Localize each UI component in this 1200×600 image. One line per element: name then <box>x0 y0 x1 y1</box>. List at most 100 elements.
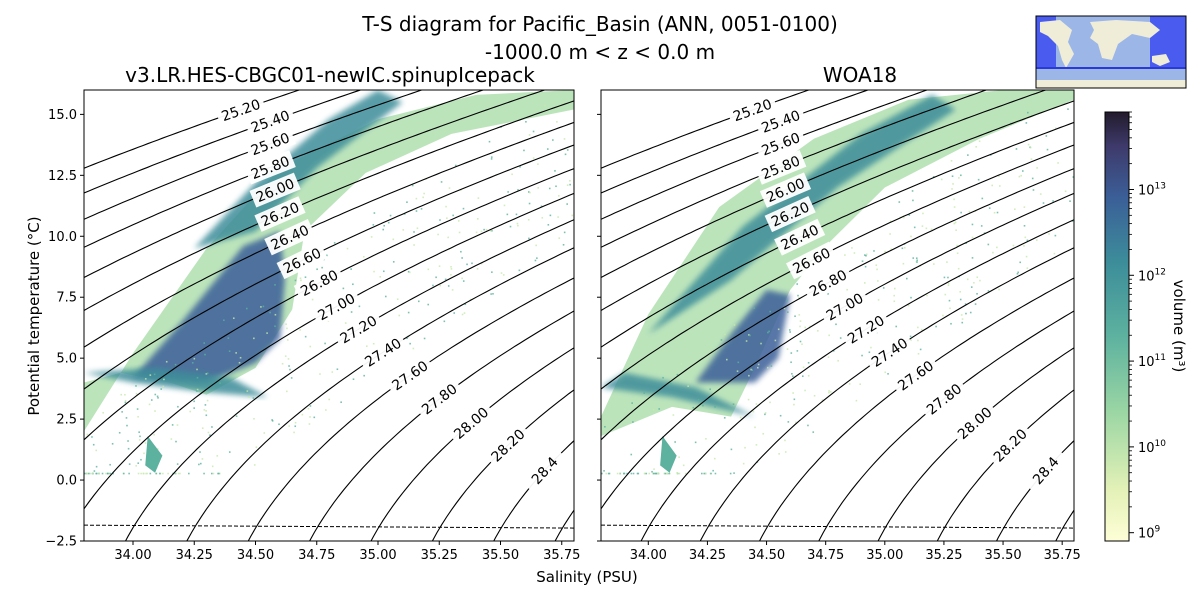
volume-speck <box>793 403 795 406</box>
volume-speck <box>246 390 249 392</box>
volume-speck <box>958 177 960 179</box>
volume-speck <box>1071 220 1074 222</box>
volume-speck <box>733 324 736 326</box>
volume-speck <box>832 350 835 352</box>
volume-speck <box>971 223 974 226</box>
volume-speck <box>764 412 767 414</box>
volume-speck <box>253 337 255 340</box>
region-map-inset <box>1035 15 1187 89</box>
left-panel: 25.2025.4025.6025.8026.0026.2026.4026.60… <box>45 89 580 563</box>
isopycnal-label-27.00: 27.00 <box>315 291 358 324</box>
volume-speck <box>537 187 540 189</box>
volume-speck <box>307 407 310 410</box>
volume-speck <box>150 399 153 401</box>
volume-speck <box>462 280 465 282</box>
volume-speck <box>372 342 375 345</box>
volume-speck <box>167 472 169 475</box>
right-panel-title: WOA18 <box>822 63 898 87</box>
volume-speck <box>89 472 92 475</box>
isopycnal-25.80 <box>601 90 988 248</box>
volume-speck <box>993 211 996 214</box>
right-axes-frame <box>600 89 1075 542</box>
volume-speck <box>807 424 809 427</box>
volume-speck <box>651 470 653 473</box>
x-tick-label: 35.25 <box>925 548 962 563</box>
volume-speck <box>207 431 210 434</box>
volume-speck <box>652 472 655 475</box>
volume-speck <box>554 170 556 172</box>
volume-speck <box>844 254 846 256</box>
volume-speck <box>500 272 503 274</box>
volume-speck <box>143 452 145 455</box>
volume-speck <box>548 187 551 190</box>
volume-speck <box>162 472 164 475</box>
volume-speck <box>293 431 295 434</box>
volume-speck <box>447 285 450 287</box>
volume-speck <box>902 262 905 265</box>
isopycnal-label-26.80: 26.80 <box>298 267 341 300</box>
volume-speck <box>88 472 90 475</box>
volume-speck <box>383 224 385 227</box>
volume-speck <box>235 415 238 417</box>
volume-speck <box>196 376 199 379</box>
volume-speck <box>978 140 981 143</box>
left-y-ticks: −2.5 0.0 2.5 5.0 7.5 10.0 12.5 15.0 <box>45 108 84 550</box>
volume-speck <box>365 345 368 347</box>
volume-speck <box>85 472 88 475</box>
isopycnal-label-bg <box>484 422 532 469</box>
volume-speck <box>274 313 277 316</box>
volume-speck <box>674 441 676 443</box>
volume-speck <box>1039 94 1041 97</box>
isopycnal-label-bg <box>310 287 362 327</box>
volume-speck <box>920 328 923 331</box>
volume-speck <box>137 462 140 465</box>
volume-speck <box>138 439 141 441</box>
volume-speck <box>95 465 98 468</box>
volume-speck <box>965 242 967 244</box>
volume-speck <box>907 304 910 307</box>
y-tick-label: 2.5 <box>56 413 77 428</box>
volume-speck <box>616 472 619 475</box>
volume-speck <box>228 451 231 453</box>
volume-core <box>133 231 285 383</box>
volume-speck <box>398 314 401 317</box>
volume-speck <box>101 472 104 475</box>
volume-speck <box>409 342 411 345</box>
volume-speck <box>170 438 173 440</box>
isopycnal-label-bg <box>755 104 807 139</box>
volume-speck <box>801 343 803 346</box>
volume-speck <box>653 468 655 470</box>
volume-speck <box>884 371 887 374</box>
isopycnal-label-bg <box>264 218 316 256</box>
volume-speck <box>890 248 892 251</box>
volume-speck <box>416 227 419 230</box>
volume-speck <box>527 218 530 221</box>
volume-speck <box>714 472 717 475</box>
volume-speck <box>558 237 561 239</box>
isopycnal-26.40 <box>84 121 574 348</box>
volume-speck <box>951 175 954 178</box>
volume-speck <box>342 287 345 290</box>
volume-speck <box>159 472 161 475</box>
volume-speck <box>767 331 769 334</box>
isopycnal-25.40 <box>601 90 870 194</box>
volume-speck <box>1021 170 1024 172</box>
volume-speck <box>848 383 851 385</box>
volume-speck <box>702 404 704 407</box>
volume-speck <box>801 375 804 377</box>
volume-speck <box>458 231 461 234</box>
volume-speck <box>503 204 506 207</box>
volume-speck <box>908 214 911 216</box>
volume-speck <box>663 472 666 475</box>
volume-speck <box>1015 148 1018 150</box>
volume-speck <box>1048 233 1050 235</box>
volume-speck <box>796 350 799 352</box>
volume-speck <box>201 427 204 429</box>
volume-speck <box>370 236 373 238</box>
volume-speck <box>205 373 208 375</box>
volume-speck <box>966 278 969 281</box>
volume-speck <box>987 290 990 292</box>
volume-speck <box>713 457 716 460</box>
volume-speck <box>898 201 901 203</box>
isopycnal-28.60 <box>554 509 574 541</box>
